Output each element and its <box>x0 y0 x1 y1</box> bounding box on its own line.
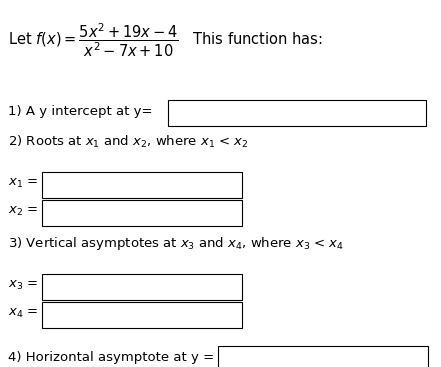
Bar <box>42 200 242 226</box>
Bar <box>218 346 428 367</box>
Bar <box>42 274 242 300</box>
Text: Let $f(x) = \dfrac{5x^2 + 19x - 4}{x^2 - 7x + 10}$   This function has:: Let $f(x) = \dfrac{5x^2 + 19x - 4}{x^2 -… <box>8 21 323 59</box>
Text: $x_2$ =: $x_2$ = <box>8 204 38 218</box>
Text: $x_3$ =: $x_3$ = <box>8 279 38 291</box>
Text: $x_1$ =: $x_1$ = <box>8 177 38 189</box>
Text: 2) Roots at $x_1$ and $x_2$, where $x_1$ < $x_2$: 2) Roots at $x_1$ and $x_2$, where $x_1$… <box>8 134 249 150</box>
Text: 1) A y intercept at y=: 1) A y intercept at y= <box>8 105 153 117</box>
Text: $x_4$ =: $x_4$ = <box>8 306 38 320</box>
Text: 3) Vertical asymptotes at $x_3$ and $x_4$, where $x_3$ < $x_4$: 3) Vertical asymptotes at $x_3$ and $x_4… <box>8 236 344 252</box>
Bar <box>42 302 242 328</box>
Text: 4) Horizontal asymptote at y =: 4) Horizontal asymptote at y = <box>8 350 214 363</box>
Bar <box>168 100 426 126</box>
Bar <box>42 172 242 198</box>
